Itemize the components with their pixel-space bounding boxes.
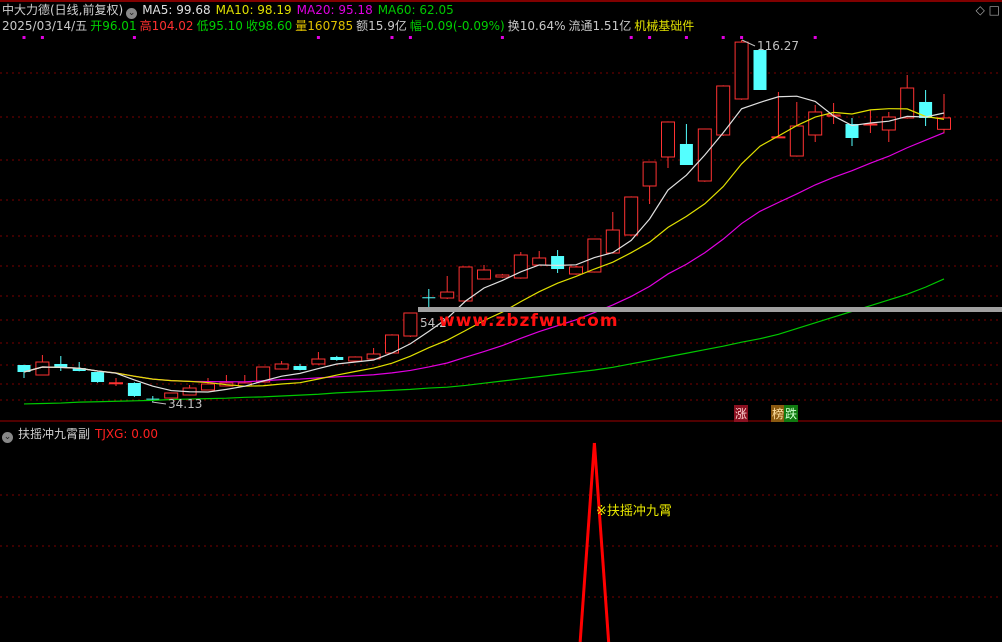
candle-down — [551, 256, 565, 270]
candle-up — [734, 41, 749, 100]
candle-down — [919, 101, 933, 118]
signal-dot — [316, 36, 320, 39]
candle-down — [91, 372, 105, 383]
candle-down — [54, 363, 68, 369]
candle-up — [569, 266, 583, 275]
candle-down — [422, 297, 436, 299]
badge-list[interactable]: 榜 — [771, 405, 786, 422]
candle-up — [642, 161, 657, 187]
indicator-header: ⌄ 扶摇冲九霄副 TJXG: 0.00 — [2, 425, 163, 443]
ma60-line — [23, 278, 945, 405]
candle-down — [293, 366, 307, 370]
signal-dot — [390, 36, 394, 39]
ma10-line — [23, 108, 945, 387]
header-info-row: 2025/03/14/五 开96.01 高104.02 低95.10 收98.60 量16… — [2, 19, 697, 33]
info-item: 幅-0.09(-0.09%) — [409, 19, 505, 33]
info-item: 高104.02 — [139, 19, 194, 33]
watermark: www.zbzfwu.com — [439, 311, 619, 331]
ma20-line — [23, 132, 945, 383]
candle-up — [274, 363, 289, 370]
candle-up — [532, 257, 547, 266]
high-price-label: 116.27 — [757, 39, 799, 53]
signal-dot — [132, 36, 136, 39]
ma10-label: MA10: 98.19 — [215, 3, 292, 17]
candle-up — [201, 383, 215, 391]
chevron-down-icon[interactable]: ⌄ — [126, 8, 138, 19]
candle-up — [863, 123, 878, 126]
tjxg-line-segment — [578, 442, 596, 642]
candle-up — [311, 358, 326, 365]
candle-down — [753, 50, 767, 90]
signal-dot — [22, 36, 26, 39]
info-item: 2025/03/14/五 — [2, 19, 88, 33]
info-item: 开96.01 — [90, 19, 137, 33]
ma5-label: MA5: 99.68 — [142, 3, 211, 17]
candle-up — [661, 121, 675, 158]
candle-down — [679, 143, 693, 166]
info-item: 换10.64% — [507, 19, 566, 33]
signal-dot — [721, 36, 725, 39]
ma60-label: MA60: 62.05 — [377, 3, 454, 17]
badge-rise[interactable]: 涨 — [734, 405, 749, 422]
info-item: 流通1.51亿 — [568, 19, 632, 33]
overlay-bar — [418, 307, 1002, 312]
indicator-name: 扶摇冲九霄副 — [18, 427, 91, 441]
candle-up — [440, 291, 455, 299]
candle-up — [256, 366, 271, 383]
info-item: 额15.9亿 — [356, 19, 407, 33]
candle-up — [808, 111, 823, 136]
ma20-label: MA20: 95.18 — [296, 3, 373, 17]
candle-up — [771, 136, 786, 139]
candle-up — [716, 85, 731, 136]
candle-down — [845, 124, 859, 138]
signal-dot — [408, 36, 412, 39]
info-item: 低95.10 — [196, 19, 243, 33]
badge-fall[interactable]: 跌 — [784, 405, 799, 422]
candle-up — [477, 269, 491, 280]
low-price-label: 34.13 — [168, 397, 203, 411]
info-item: 量160785 — [295, 19, 354, 33]
candle-up — [900, 87, 915, 119]
signal-dot — [648, 36, 652, 39]
stock-title: 中大力德(日线,前复权) — [2, 3, 124, 17]
tjxg-line-segment — [592, 442, 611, 642]
info-item: 收98.60 — [245, 19, 293, 33]
candle-up — [881, 116, 896, 131]
square-icon[interactable]: □ — [988, 3, 1000, 17]
candle-down — [127, 382, 141, 396]
candle-up — [937, 117, 951, 130]
candle-up — [348, 356, 363, 362]
signal-dot — [500, 36, 504, 39]
candle-up — [109, 382, 123, 385]
signal-dot — [40, 36, 44, 39]
indicator-value: TJXG: 0.00 — [95, 427, 158, 441]
signal-label: ※扶摇冲九霄 — [596, 504, 672, 519]
signal-dot — [684, 36, 688, 39]
candle-up — [495, 274, 510, 278]
candle-up — [513, 254, 528, 279]
candle-up — [789, 125, 804, 157]
signal-dot — [813, 36, 817, 39]
candle-up — [366, 353, 381, 360]
signal-dot — [740, 36, 744, 39]
top-icons: ◇ □ — [976, 3, 1000, 17]
info-item: 机械基础件 — [634, 19, 695, 33]
candle-down — [17, 365, 31, 373]
header-ma-row: 中大力德(日线,前复权) ⌄ MA5: 99.68 MA10: 98.19 MA20: … — [2, 3, 459, 19]
candle-up — [164, 392, 179, 399]
low-leader — [151, 401, 167, 405]
chevron-down-icon[interactable]: ⌄ — [2, 432, 13, 443]
candle-up — [624, 196, 639, 236]
mid-price-label: 54.2 — [420, 316, 447, 330]
signal-dot — [629, 36, 633, 39]
candle-down — [72, 368, 86, 372]
candle-up — [403, 312, 418, 337]
ma5-line — [23, 95, 945, 393]
candle-up — [458, 266, 473, 302]
candle-down — [146, 398, 160, 400]
diamond-icon[interactable]: ◇ — [975, 3, 985, 17]
candle-down — [330, 356, 344, 360]
high-leader — [741, 39, 756, 47]
